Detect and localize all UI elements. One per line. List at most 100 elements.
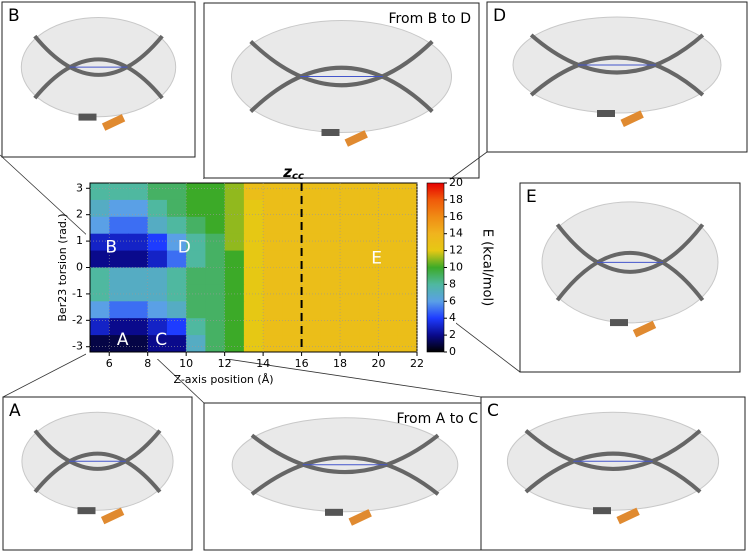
heatmap-cell [263,301,283,318]
heatmap-cell [398,183,418,200]
heatmap-cell [148,301,168,318]
heatmap-cell [263,251,283,268]
heatmap-cell [109,268,129,285]
heatmap-cell [340,217,360,234]
heatmap-cell [321,217,341,234]
heatmap-cell [379,284,399,301]
heatmap-cell [359,335,379,352]
heatmap-cell [321,335,341,352]
y-tick-label: 1 [76,234,83,247]
heatmap-cell [302,284,322,301]
heatmap-cell [148,234,168,251]
heatmap-cell [205,251,225,268]
ligand [325,509,343,516]
heatmap-cell [398,301,418,318]
heatmap-cell [225,234,245,251]
heatmap-cell [263,335,283,352]
heatmap-cell [205,318,225,335]
heatmap-cell [148,251,168,268]
heatmap-cell [321,318,341,335]
heatmap-cell [244,284,264,301]
heatmap-cell [225,251,245,268]
colorbar [427,183,444,352]
x-tick-label: 16 [295,357,309,370]
colorbar-tick-label: 10 [449,261,463,274]
heatmap-cell [128,251,148,268]
heatmap-cell [302,251,322,268]
heatmap-cell [109,301,129,318]
heatmap-cell [186,217,206,234]
connector-line [3,352,90,397]
ligand [593,507,611,514]
heatmap-cell [148,183,168,200]
heatmap-cell [398,318,418,335]
ligand [322,129,340,136]
heatmap-cell [167,335,187,352]
heatmap-cell [282,183,302,200]
heatmap-cell [302,183,322,200]
heatmap-cell [340,268,360,285]
panel-label: D [493,6,506,26]
heatmap-cell [109,284,129,301]
y-tick-label: -2 [72,313,83,326]
y-tick-label: -1 [72,287,83,300]
heatmap-cell [225,284,245,301]
heatmap-cell [205,217,225,234]
heatmap-cell [282,251,302,268]
y-axis-label: Ber23 torsion (rad.) [56,213,69,321]
colorbar-tick-label: 2 [449,328,456,341]
heatmap-cell [225,268,245,285]
heatmap-cell [128,268,148,285]
heatmap-cell [186,268,206,285]
heatmap-cell [205,301,225,318]
heatmap-cell [225,217,245,234]
heatmap-cell [263,318,283,335]
heatmap-cell [128,301,148,318]
heatmap-cell [263,217,283,234]
region-label: E [371,248,382,268]
heatmap-cell [225,335,245,352]
heatmap-cell [225,301,245,318]
heatmap-cell [244,268,264,285]
heatmap-cell [186,284,206,301]
heatmap-cell [90,284,110,301]
ligand [79,114,97,121]
panel-label: E [526,187,537,207]
heatmap-cell [90,335,110,352]
heatmap-cell [398,335,418,352]
panel-title: From B to D [389,11,471,27]
ligand [610,319,628,326]
heatmap-cell [128,335,148,352]
heatmap-cell [302,318,322,335]
colorbar-tick-label: 0 [449,345,456,358]
colorbar-tick-label: 4 [449,311,456,324]
ligand [78,507,96,514]
heatmap-cell [398,251,418,268]
heatmap-cell [167,284,187,301]
colorbar-tick-label: 6 [449,294,456,307]
heatmap-cell [302,268,322,285]
colorbar-tick-label: 16 [449,210,463,223]
colorbar-tick-label: 12 [449,244,463,257]
panel-title: From A to C [397,411,479,427]
heatmap-cell [205,268,225,285]
heatmap-cell [205,335,225,352]
heatmap-cell [340,284,360,301]
heatmap-cell [263,183,283,200]
heatmap-cell [244,251,264,268]
heatmap-cell [282,335,302,352]
heatmap-cell [379,217,399,234]
heatmap-cell [359,284,379,301]
panel-label: C [487,401,499,421]
heatmap-cell [340,335,360,352]
heatmap-cell [302,217,322,234]
heatmap-cell [263,268,283,285]
heatmap-cell [186,301,206,318]
heatmap-cell [282,318,302,335]
heatmap-cell [148,217,168,234]
heatmap-cell [90,318,110,335]
heatmap-cell [398,217,418,234]
heatmap-cell [90,217,110,234]
colorbar-tick-label: 14 [449,227,463,240]
